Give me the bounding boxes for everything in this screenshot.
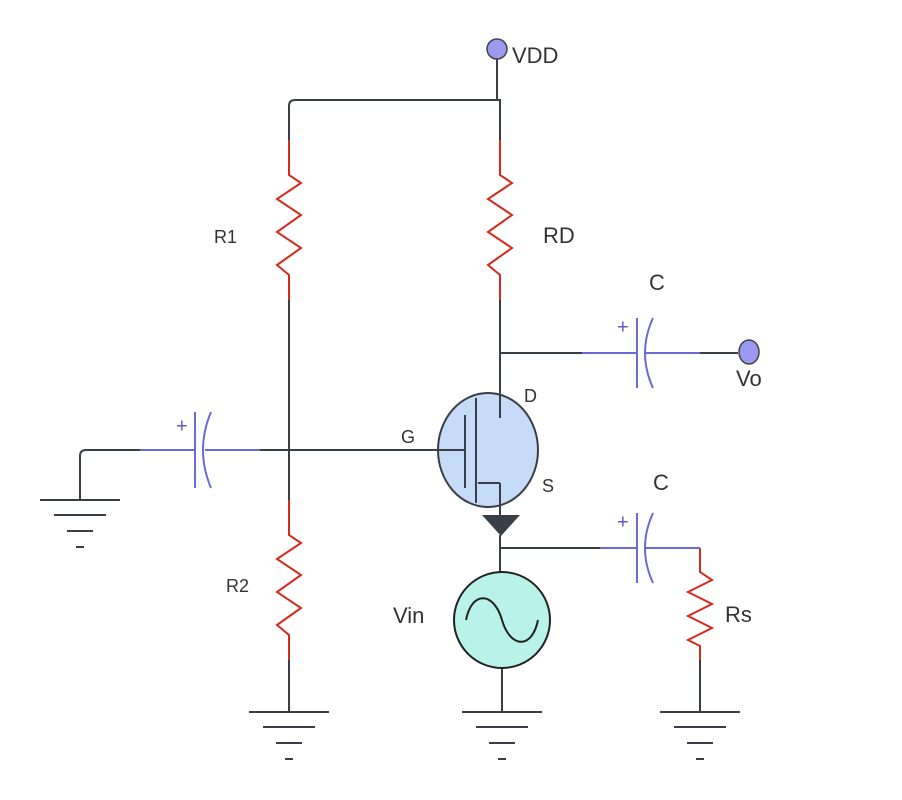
resistor xyxy=(685,548,715,660)
vdd-terminal xyxy=(486,38,508,60)
polarity: + xyxy=(617,316,629,338)
resistor xyxy=(276,499,302,661)
arrow xyxy=(482,515,520,536)
capacitor-label: C xyxy=(653,470,669,495)
resistor xyxy=(487,139,513,301)
input-label: Vin xyxy=(393,603,424,628)
resistor-label: R2 xyxy=(226,576,249,596)
resistor xyxy=(276,139,302,301)
capacitor-label: C xyxy=(649,270,665,295)
ground xyxy=(248,711,330,760)
capacitor xyxy=(140,411,260,489)
resistor-label: R1 xyxy=(214,227,237,247)
capacitors xyxy=(140,317,700,584)
ground xyxy=(461,711,543,760)
capacitor xyxy=(582,317,700,389)
resistor-label: Rs xyxy=(725,602,752,627)
output-terminal xyxy=(738,339,760,365)
output-label: Vo xyxy=(736,366,762,391)
capacitor xyxy=(600,512,700,584)
gate-label: G xyxy=(401,427,415,447)
ground xyxy=(659,711,741,760)
resistors xyxy=(276,139,715,661)
source-label: S xyxy=(542,476,554,496)
drain-label: D xyxy=(524,386,537,406)
grounds xyxy=(39,499,741,760)
polarity: + xyxy=(176,415,188,437)
ac-source xyxy=(453,571,551,669)
supply-label: VDD xyxy=(512,43,558,68)
polarity: + xyxy=(617,511,629,533)
mosfet xyxy=(380,392,539,508)
ground xyxy=(39,499,121,548)
resistor-label: RD xyxy=(543,223,575,248)
